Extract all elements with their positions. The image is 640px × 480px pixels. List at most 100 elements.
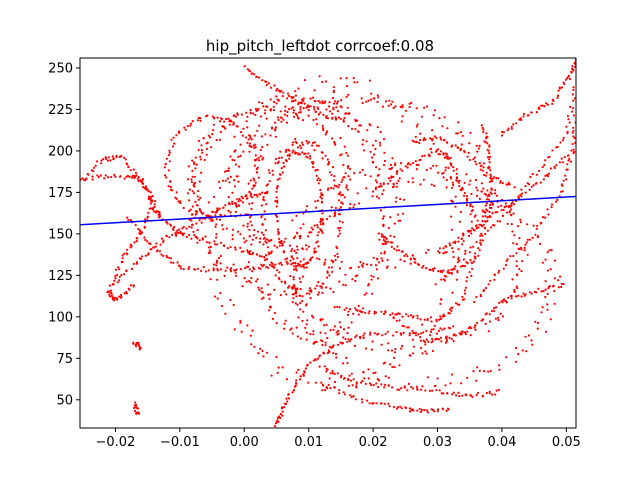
scatter-point — [465, 280, 468, 283]
scatter-point — [295, 326, 298, 329]
scatter-point — [172, 136, 175, 139]
scatter-point — [458, 394, 461, 398]
scatter-point — [452, 241, 455, 244]
scatter-point — [251, 329, 254, 332]
scatter-point — [415, 107, 418, 110]
scatter-point — [311, 228, 314, 231]
scatter-point — [237, 200, 240, 203]
scatter-point — [207, 251, 210, 254]
scatter-point — [317, 245, 320, 248]
scatter-point — [353, 172, 356, 175]
scatter-point — [399, 198, 402, 201]
scatter-point — [572, 129, 575, 132]
scatter-point — [570, 110, 574, 113]
scatter-point — [437, 171, 440, 174]
scatter-point — [188, 199, 191, 202]
scatter-point — [260, 287, 263, 290]
scatter-point — [514, 360, 518, 363]
scatter-point — [372, 97, 375, 100]
scatter-point — [548, 155, 551, 158]
scatter-point — [316, 179, 319, 182]
scatter-point — [333, 212, 336, 215]
scatter-point — [293, 265, 296, 268]
scatter-point — [280, 116, 283, 119]
scatter-point — [313, 105, 316, 109]
scatter-point — [560, 183, 563, 186]
scatter-point — [443, 327, 446, 330]
scatter-point — [293, 249, 296, 252]
scatter-point — [477, 254, 480, 257]
scatter-point — [485, 171, 488, 174]
scatter-point — [261, 223, 264, 226]
scatter-point — [251, 187, 254, 190]
scatter-point — [313, 247, 316, 250]
scatter-point — [378, 238, 381, 241]
scatter-point — [516, 287, 519, 290]
scatter-point — [562, 283, 565, 286]
scatter-point — [474, 328, 477, 331]
scatter-point — [251, 202, 254, 205]
scatter-point — [567, 118, 570, 121]
scatter-point — [249, 334, 252, 337]
scatter-point — [397, 179, 400, 182]
scatter-point — [357, 265, 360, 269]
scatter-point — [493, 224, 496, 227]
scatter-point — [212, 129, 215, 132]
scatter-point — [167, 169, 170, 172]
scatter-point — [320, 200, 323, 203]
scatter-point — [393, 351, 397, 354]
scatter-point — [299, 227, 302, 230]
scatter-point — [461, 186, 464, 190]
scatter-point — [246, 126, 249, 129]
scatter-point — [400, 333, 403, 336]
scatter-point — [226, 266, 229, 269]
scatter-point — [247, 251, 250, 254]
scatter-point — [275, 321, 278, 325]
scatter-point — [476, 366, 479, 369]
scatter-point — [328, 345, 331, 348]
scatter-point — [170, 261, 173, 264]
scatter-point — [326, 163, 330, 166]
scatter-point — [540, 311, 543, 314]
scatter-point — [387, 349, 390, 352]
scatter-point — [391, 157, 394, 160]
scatter-point — [278, 237, 281, 240]
scatter-point — [292, 278, 295, 281]
scatter-point — [439, 136, 442, 139]
scatter-point — [382, 224, 385, 228]
scatter-point — [311, 96, 315, 99]
scatter-point — [336, 100, 339, 103]
scatter-point — [558, 161, 562, 164]
scatter-point — [103, 177, 106, 180]
scatter-point — [252, 144, 255, 147]
scatter-point — [485, 132, 488, 135]
scatter-point — [516, 225, 520, 228]
scatter-point — [300, 102, 303, 105]
scatter-point — [195, 204, 198, 207]
scatter-point — [393, 356, 396, 359]
scatter-point — [250, 277, 253, 280]
scatter-point — [374, 371, 377, 374]
scatter-point — [442, 153, 445, 156]
scatter-point — [109, 159, 112, 162]
scatter-point — [476, 321, 479, 325]
scatter-point — [384, 332, 387, 335]
scatter-point — [318, 258, 321, 261]
scatter-point — [258, 193, 261, 196]
scatter-point — [254, 146, 257, 149]
scatter-point — [458, 220, 461, 223]
scatter-point — [308, 292, 311, 295]
scatter-point — [544, 288, 547, 291]
scatter-point — [562, 136, 565, 139]
scatter-point — [215, 261, 218, 264]
scatter-point — [248, 202, 251, 205]
scatter-point — [369, 333, 372, 336]
scatter-point — [310, 161, 314, 164]
scatter-point — [471, 267, 474, 270]
scatter-point — [519, 193, 522, 196]
scatter-point — [275, 95, 278, 98]
scatter-point — [463, 265, 466, 268]
scatter-point — [331, 166, 335, 169]
scatter-point — [481, 239, 484, 242]
scatter-point — [545, 330, 548, 333]
